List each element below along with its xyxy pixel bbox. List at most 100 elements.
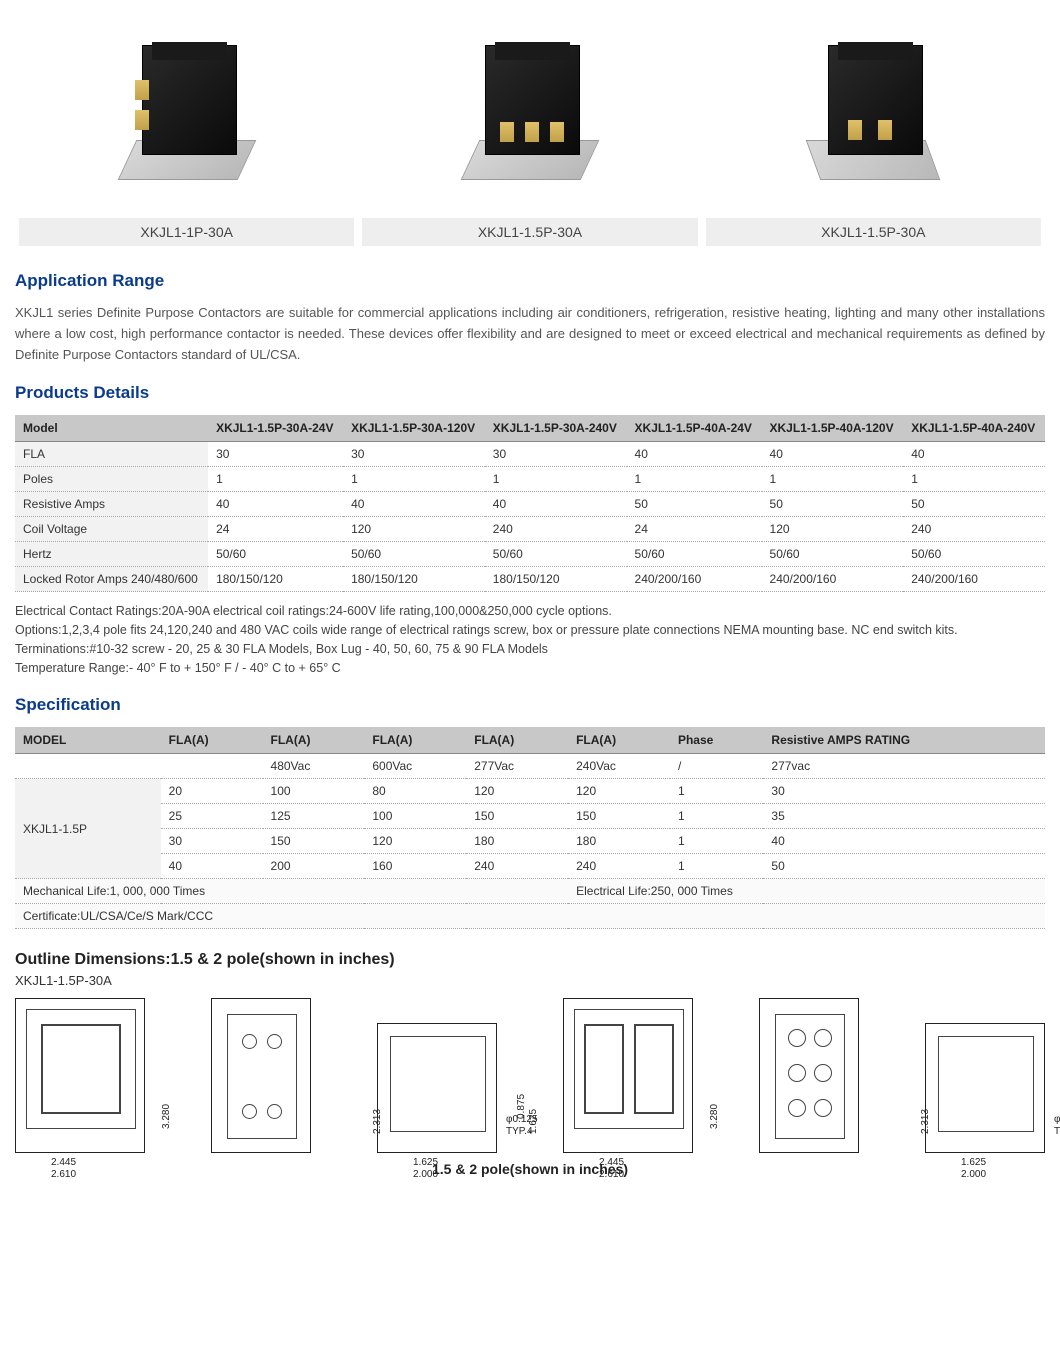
diagram-row: 3.280 2.445 2.610 2.313 0.875 1.625 1.62… [15, 998, 1045, 1153]
outline-diagram: 2.313 0.875 1.625 1.625 2.000 φ0.125 TYP… [377, 1023, 497, 1153]
cell: 50 [627, 492, 762, 517]
cell: 120 [364, 829, 466, 854]
outline-title: Outline Dimensions:1.5 & 2 pole(shown in… [15, 951, 1045, 969]
cell: 30 [485, 442, 627, 467]
cell: 50/60 [343, 542, 485, 567]
mech-life: Mechanical Life:1, 000, 000 Times [15, 879, 568, 904]
dim-label: 2.313 [920, 1109, 931, 1134]
elec-life: Electrical Life:250, 000 Times [568, 879, 1045, 904]
row-label: Poles [15, 467, 208, 492]
cell: 180 [466, 829, 568, 854]
product-caption: XKJL1-1.5P-30A [362, 218, 697, 246]
cell: 240 [485, 517, 627, 542]
cell: 1 [670, 779, 763, 804]
cell: 277vac [763, 754, 1045, 779]
row-label: Coil Voltage [15, 517, 208, 542]
table-row: Locked Rotor Amps 240/480/600 180/150/120… [15, 567, 1045, 592]
cell: 40 [485, 492, 627, 517]
col-header: FLA(A) [364, 727, 466, 754]
row-label: FLA [15, 442, 208, 467]
cell: 1 [762, 467, 904, 492]
col-header: XKJL1-1.5P-40A-24V [627, 415, 762, 442]
cell: 480Vac [263, 754, 365, 779]
cell: 40 [903, 442, 1045, 467]
dim-label: TYP.4 [1054, 1126, 1060, 1137]
dim-label: 2.610 [51, 1169, 76, 1180]
cell: 40 [763, 829, 1045, 854]
cell: 50/60 [485, 542, 627, 567]
cell [15, 754, 161, 779]
outline-subtitle: XKJL1-1.5P-30A [15, 973, 1045, 988]
col-header: Resistive AMPS RATING [763, 727, 1045, 754]
note-line: Temperature Range:- 40° F to + 150° F / … [15, 659, 1045, 678]
cell: 120 [466, 779, 568, 804]
product-caption: XKJL1-1P-30A [19, 218, 354, 246]
cell: 120 [762, 517, 904, 542]
cell: 240/200/160 [762, 567, 904, 592]
row-label: Locked Rotor Amps 240/480/600 [15, 567, 208, 592]
details-notes: Electrical Contact Ratings:20A-90A elect… [15, 602, 1045, 677]
cell: 50/60 [903, 542, 1045, 567]
dim-label: 2.610 [599, 1169, 624, 1180]
table-row: 30 150 120 180 180 1 40 [15, 829, 1045, 854]
outline-diagram: 3.280 2.445 2.610 [563, 998, 693, 1153]
table-row: Hertz50/6050/6050/6050/6050/6050/60 [15, 542, 1045, 567]
cell: 240 [568, 854, 670, 879]
outline-caption: 1.5 & 2 pole(shown in inches) [15, 1161, 1045, 1177]
col-header: FLA(A) [263, 727, 365, 754]
cell: 35 [763, 804, 1045, 829]
row-label: Resistive Amps [15, 492, 208, 517]
cell: 24 [627, 517, 762, 542]
cell: 50/60 [208, 542, 343, 567]
cell: 600Vac [364, 754, 466, 779]
cell: 100 [263, 779, 365, 804]
cell: / [670, 754, 763, 779]
note-line: Electrical Contact Ratings:20A-90A elect… [15, 602, 1045, 621]
cell: 240/200/160 [903, 567, 1045, 592]
product-image-row [15, 10, 1045, 210]
cell: 25 [161, 804, 263, 829]
cell: 1 [670, 829, 763, 854]
cell: 1 [670, 854, 763, 879]
cell: 50/60 [762, 542, 904, 567]
dim-label: 2.000 [961, 1169, 986, 1180]
cell: 277Vac [466, 754, 568, 779]
col-header: MODEL [15, 727, 161, 754]
note-line: Options:1,2,3,4 pole fits 24,120,240 and… [15, 621, 1045, 640]
table-row: Coil Voltage2412024024120240 [15, 517, 1045, 542]
table-header-row: MODEL FLA(A) FLA(A) FLA(A) FLA(A) FLA(A)… [15, 727, 1045, 754]
cell: 1 [903, 467, 1045, 492]
dim-label: 3.280 [161, 1104, 172, 1129]
outline-diagram [759, 998, 859, 1153]
col-header: FLA(A) [161, 727, 263, 754]
cell [161, 754, 263, 779]
details-table: Model XKJL1-1.5P-30A-24V XKJL1-1.5P-30A-… [15, 415, 1045, 592]
col-header: XKJL1-1.5P-40A-120V [762, 415, 904, 442]
cert: Certificate:UL/CSA/Ce/S Mark/CCC [15, 904, 1045, 929]
cell: 125 [263, 804, 365, 829]
col-header: XKJL1-1.5P-30A-24V [208, 415, 343, 442]
application-text: XKJL1 series Definite Purpose Contactors… [15, 303, 1045, 365]
cell: 30 [161, 829, 263, 854]
product-image-3 [793, 30, 953, 190]
product-cell [702, 10, 1045, 210]
outline-diagram: 3.280 2.445 2.610 [15, 998, 145, 1153]
cell: 20 [161, 779, 263, 804]
cell: 80 [364, 779, 466, 804]
cell: 120 [343, 517, 485, 542]
col-header: Phase [670, 727, 763, 754]
cell: 180/150/120 [343, 567, 485, 592]
spec-table: MODEL FLA(A) FLA(A) FLA(A) FLA(A) FLA(A)… [15, 727, 1045, 929]
cell: 240 [466, 854, 568, 879]
dim-label: 2.445 [599, 1157, 624, 1168]
cell: 160 [364, 854, 466, 879]
table-row: Mechanical Life:1, 000, 000 Times Electr… [15, 879, 1045, 904]
table-row: Poles111111 [15, 467, 1045, 492]
dim-label: φ0.125 [506, 1114, 538, 1125]
cell: 100 [364, 804, 466, 829]
cell: 24 [208, 517, 343, 542]
dim-label: 1.625 [961, 1157, 986, 1168]
cell: 180 [568, 829, 670, 854]
table-row: FLA303030404040 [15, 442, 1045, 467]
col-header: FLA(A) [466, 727, 568, 754]
